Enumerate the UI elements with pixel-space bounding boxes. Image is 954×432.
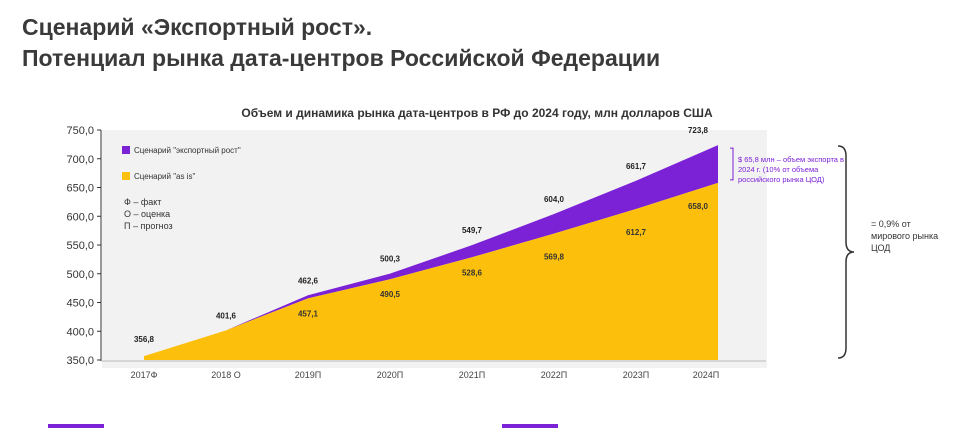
legend-label-asis: Сценарий "as is" xyxy=(134,171,196,181)
y-tick-label: 600,0 xyxy=(66,211,94,223)
legend-note-fact: Ф – факт xyxy=(124,197,162,207)
y-tick-label: 750,0 xyxy=(66,125,94,137)
legend: Сценарий "экспортный рост" Сценарий "as … xyxy=(122,144,241,232)
data-label-asis: 528,6 xyxy=(462,268,483,277)
accent-bar-right xyxy=(502,424,558,428)
legend-item-export: Сценарий "экспортный рост" xyxy=(122,144,241,156)
y-tick-label: 450,0 xyxy=(66,298,94,310)
data-label-export: 604,0 xyxy=(544,195,565,204)
x-tick-label: 2024П xyxy=(693,370,720,380)
page-title-line-1: Сценарий «Экспортный рост». xyxy=(22,14,373,40)
x-tick-label: 2021П xyxy=(459,370,486,380)
x-tick-label: 2018 О xyxy=(211,370,241,380)
data-label-export: 462,6 xyxy=(298,276,319,285)
legend-note-forecast: П – прогноз xyxy=(124,221,173,231)
world-share-annotation: = 0,9% от мирового рынка ЦОД xyxy=(871,219,939,253)
world-share-brace xyxy=(837,145,855,359)
x-tick-label: 2020П xyxy=(377,370,404,380)
data-label-export: 401,6 xyxy=(216,311,237,320)
series-area-asis xyxy=(144,182,718,360)
data-label-asis: 490,5 xyxy=(380,290,401,299)
legend-note-estimate: О – оценка xyxy=(124,209,171,219)
page-title-line-2: Потенциал рынка дата-центров Российской … xyxy=(22,45,661,71)
legend-swatch-export xyxy=(122,146,130,154)
export-annotation: $ 65,8 млн – объем экспорта в 2024 г. (1… xyxy=(738,155,845,184)
data-label-export: 356,8 xyxy=(134,335,155,344)
legend-item-asis: Сценарий "as is" xyxy=(122,170,241,182)
x-tick-label: 2019П xyxy=(295,370,322,380)
y-tick-label: 500,0 xyxy=(66,269,94,281)
y-tick-label: 700,0 xyxy=(66,154,94,166)
data-label-export: 549,7 xyxy=(462,226,483,235)
data-label-export: 661,7 xyxy=(626,162,647,171)
x-tick-label: 2023П xyxy=(623,370,650,380)
data-label-asis: 569,8 xyxy=(544,253,565,262)
page-title: Сценарий «Экспортный рост». Потенциал ры… xyxy=(22,12,660,74)
x-tick-label: 2022П xyxy=(541,370,568,380)
legend-label-export: Сценарий "экспортный рост" xyxy=(134,145,241,155)
accent-bar-left xyxy=(48,424,104,428)
data-label-asis: 658,0 xyxy=(688,202,709,211)
data-label-export: 723,8 xyxy=(688,126,709,135)
y-tick-label: 550,0 xyxy=(66,240,94,252)
y-tick-label: 350,0 xyxy=(66,355,94,367)
x-tick-label: 2017Ф xyxy=(131,370,158,380)
data-label-asis: 457,1 xyxy=(298,309,319,318)
legend-swatch-asis xyxy=(122,172,130,180)
export-gap-bracket xyxy=(730,147,734,181)
data-label-asis: 612,7 xyxy=(626,228,647,237)
data-label-export: 500,3 xyxy=(380,255,401,264)
y-tick-label: 650,0 xyxy=(66,183,94,195)
y-tick-label: 400,0 xyxy=(66,326,94,338)
chart-title: Объем и динамика рынка дата-центров в РФ… xyxy=(241,106,713,120)
